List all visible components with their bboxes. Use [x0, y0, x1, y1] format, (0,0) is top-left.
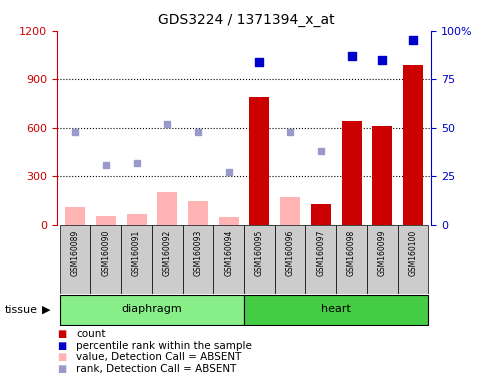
Bar	[213, 225, 244, 294]
Text: rank, Detection Call = ABSENT: rank, Detection Call = ABSENT	[76, 364, 237, 374]
Text: GSM160097: GSM160097	[317, 230, 325, 276]
Text: GSM160096: GSM160096	[285, 230, 295, 276]
Text: heart: heart	[321, 305, 351, 314]
Bar	[65, 207, 85, 225]
Bar	[96, 216, 116, 225]
Text: GSM160092: GSM160092	[163, 230, 172, 276]
Text: GSM160091: GSM160091	[132, 230, 141, 276]
Point	[163, 121, 171, 127]
Bar	[306, 225, 336, 294]
Point	[71, 129, 79, 135]
Bar	[91, 225, 121, 294]
Point	[348, 53, 355, 59]
Bar	[182, 225, 213, 294]
Text: ■: ■	[57, 352, 66, 362]
Bar	[275, 225, 306, 294]
Bar	[336, 225, 367, 294]
Text: ▶: ▶	[41, 305, 50, 315]
Point	[317, 148, 325, 154]
Text: GSM160095: GSM160095	[255, 230, 264, 276]
Point	[409, 37, 417, 43]
Point	[133, 159, 141, 166]
Text: GSM160099: GSM160099	[378, 230, 387, 276]
Bar	[397, 225, 428, 294]
Text: GSM160094: GSM160094	[224, 230, 233, 276]
Text: GSM160089: GSM160089	[70, 230, 80, 276]
Text: ■: ■	[57, 341, 66, 351]
Text: count: count	[76, 329, 106, 339]
Bar	[219, 217, 239, 225]
Bar	[60, 295, 244, 325]
Text: value, Detection Call = ABSENT: value, Detection Call = ABSENT	[76, 352, 242, 362]
Point	[194, 129, 202, 135]
Point	[378, 57, 386, 63]
Bar	[280, 197, 300, 225]
Text: percentile rank within the sample: percentile rank within the sample	[76, 341, 252, 351]
Text: GSM160093: GSM160093	[193, 230, 203, 276]
Text: GSM160090: GSM160090	[102, 230, 110, 276]
Text: tissue: tissue	[5, 305, 38, 315]
Text: ■: ■	[57, 329, 66, 339]
Bar	[372, 126, 392, 225]
Point	[255, 59, 263, 65]
Text: GDS3224 / 1371394_x_at: GDS3224 / 1371394_x_at	[158, 13, 335, 27]
Text: ■: ■	[57, 364, 66, 374]
Text: diaphragm: diaphragm	[122, 305, 182, 314]
Bar	[367, 225, 397, 294]
Bar	[342, 121, 361, 225]
Bar	[152, 225, 182, 294]
Bar	[403, 65, 423, 225]
Bar	[188, 201, 208, 225]
Bar	[244, 225, 275, 294]
Bar	[127, 214, 146, 225]
Point	[286, 129, 294, 135]
Point	[225, 169, 233, 175]
Bar	[121, 225, 152, 294]
Text: GSM160098: GSM160098	[347, 230, 356, 276]
Bar	[60, 225, 91, 294]
Bar	[249, 97, 269, 225]
Bar	[311, 204, 331, 225]
Bar	[157, 192, 177, 225]
Text: GSM160100: GSM160100	[408, 230, 418, 276]
Point	[102, 161, 110, 167]
Bar	[244, 295, 428, 325]
